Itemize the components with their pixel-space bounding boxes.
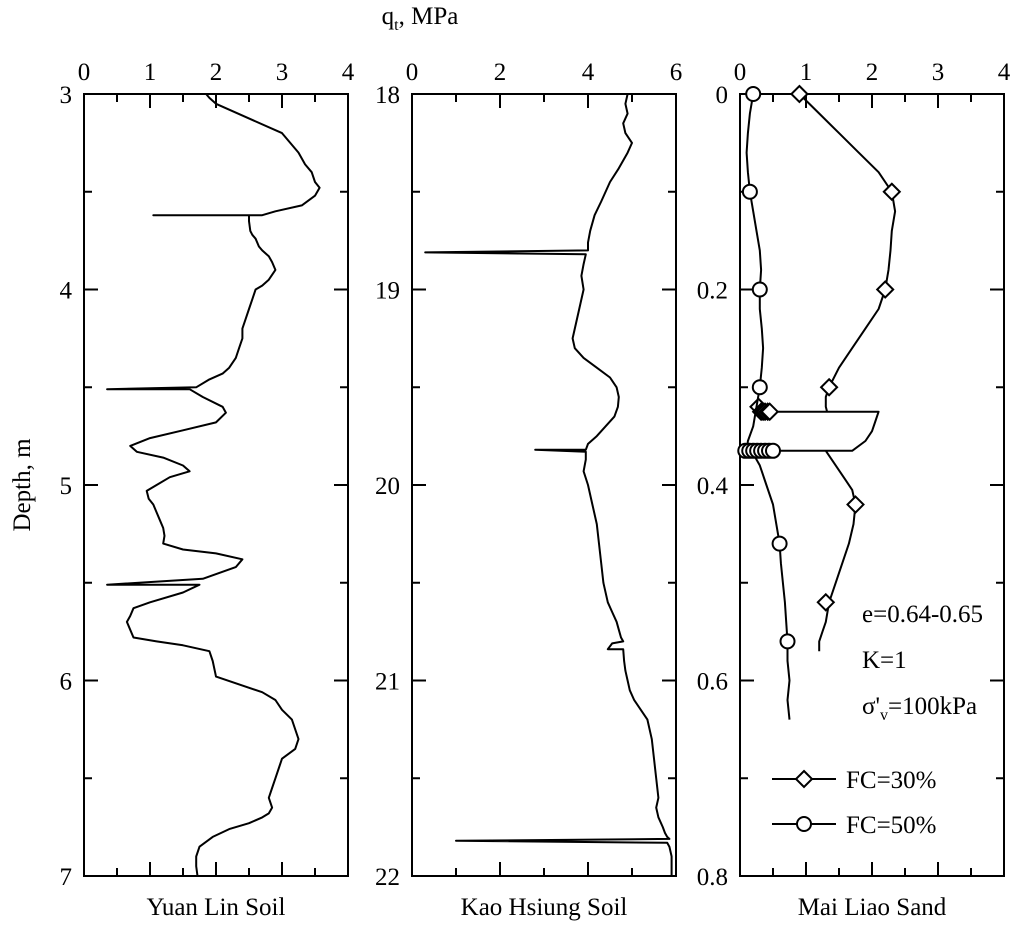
data-point-diamond: [816, 592, 836, 612]
panel-kao-hsiung: 0 2 4 6 18 19 20 21 22 Kao Hsiung Soil: [375, 59, 682, 921]
x-tick-label: 4: [342, 59, 355, 86]
x-tick-label: 3: [276, 59, 289, 86]
y-tick-label: 0.2: [697, 278, 728, 305]
plot-area: [106, 93, 321, 877]
y-tick-label: 3: [60, 82, 73, 109]
data-point-diamond: [846, 495, 865, 514]
legend-label-fc30: FC=30%: [846, 767, 937, 794]
plot-frame: [739, 93, 1005, 877]
y-tick-label: 0: [716, 82, 729, 109]
data-point-diamond: [882, 182, 902, 202]
y-tick-label: 0.4: [697, 473, 729, 500]
data-point-circle: [779, 633, 796, 650]
data-point-circle: [741, 183, 758, 200]
x-tick-label: 6: [670, 59, 683, 86]
series-line-profile: [424, 93, 673, 876]
x-tick-label: 0: [406, 59, 419, 86]
y-tick-label: 22: [375, 864, 400, 891]
x-tick-labels: 0 1 2 3 4: [734, 59, 1011, 86]
y-tick-label: 21: [375, 669, 400, 696]
x-tick-label: 2: [210, 59, 223, 86]
plot-area: [737, 84, 902, 720]
y-tick-labels: 0 0.2 0.4 0.6 0.8: [697, 82, 729, 891]
panel-mai-liao: 0 1 2 3 4 0 0.2 0.4 0.6 0.8 Mai Liao Sand e=0.64…: [697, 59, 1011, 921]
y-tick-label: 20: [375, 473, 400, 500]
x-tick-label: 0: [734, 59, 747, 86]
data-point-circle: [745, 86, 762, 102]
panel-yuan-lin: 0 1 2 3 4 3 4 5 6 7 Yuan Lin Soil: [60, 59, 355, 921]
legend: FC=30% FC=50%: [772, 767, 937, 839]
tick-group: [83, 93, 349, 877]
x-tick-label: 1: [800, 59, 813, 86]
x-tick-labels: 0 2 4 6: [406, 59, 683, 86]
y-tick-label: 0.6: [697, 669, 728, 696]
x-tick-label: 0: [78, 59, 91, 86]
y-tick-label: 19: [375, 278, 400, 305]
y-tick-label: 7: [60, 864, 73, 891]
data-point-circle: [771, 535, 788, 552]
data-point-diamond: [875, 280, 895, 299]
annotation-sigma: σ'v=100kPa: [862, 693, 977, 724]
x-tick-label: 4: [998, 59, 1011, 86]
y-tick-label: 6: [60, 669, 73, 696]
legend-item-fc50: FC=50%: [772, 812, 937, 839]
series-line-fc50: [745, 93, 791, 720]
x-tick-label: 4: [582, 59, 595, 86]
y-tick-label: 0.8: [697, 864, 728, 891]
x-tick-label: 1: [144, 59, 157, 86]
plot-frame: [411, 93, 677, 877]
legend-item-fc30: FC=30%: [772, 767, 937, 794]
annotation-void-ratio: e=0.64-0.65: [862, 601, 983, 628]
x-tick-label: 2: [866, 59, 879, 86]
panel-title: Mai Liao Sand: [798, 894, 947, 921]
plot-frame: [83, 93, 349, 877]
x-tick-label: 3: [932, 59, 945, 86]
series-line-fc30: [758, 93, 897, 652]
y-tick-label: 4: [60, 278, 73, 305]
y-tick-labels: 3 4 5 6 7: [60, 82, 73, 891]
top-axis-label: qt, MPa: [382, 3, 459, 34]
tick-group: [739, 93, 1005, 877]
diamond-marker-icon: [794, 769, 814, 789]
plot-area: [424, 93, 673, 876]
y-tick-label: 5: [60, 473, 73, 500]
y-tick-labels: 18 19 20 21 22: [375, 82, 400, 891]
legend-label-fc50: FC=50%: [846, 812, 937, 839]
panel-title: Kao Hsiung Soil: [461, 894, 628, 921]
annotation-k: K=1: [862, 647, 907, 674]
x-tick-label: 2: [494, 59, 507, 86]
data-point-circle: [751, 379, 768, 396]
x-tick-labels: 0 1 2 3 4: [78, 59, 355, 86]
series-line-profile: [106, 93, 321, 877]
data-point-diamond: [760, 402, 780, 422]
y-axis-label: Depth, m: [9, 438, 36, 532]
data-point-circle: [765, 442, 781, 459]
data-point-circle: [751, 281, 768, 298]
data-point-diamond: [789, 84, 809, 104]
data-point-diamond: [819, 377, 839, 397]
circle-marker-icon: [796, 816, 812, 832]
panel-title: Yuan Lin Soil: [147, 894, 286, 921]
y-tick-label: 18: [375, 82, 400, 109]
tick-group: [411, 93, 677, 877]
